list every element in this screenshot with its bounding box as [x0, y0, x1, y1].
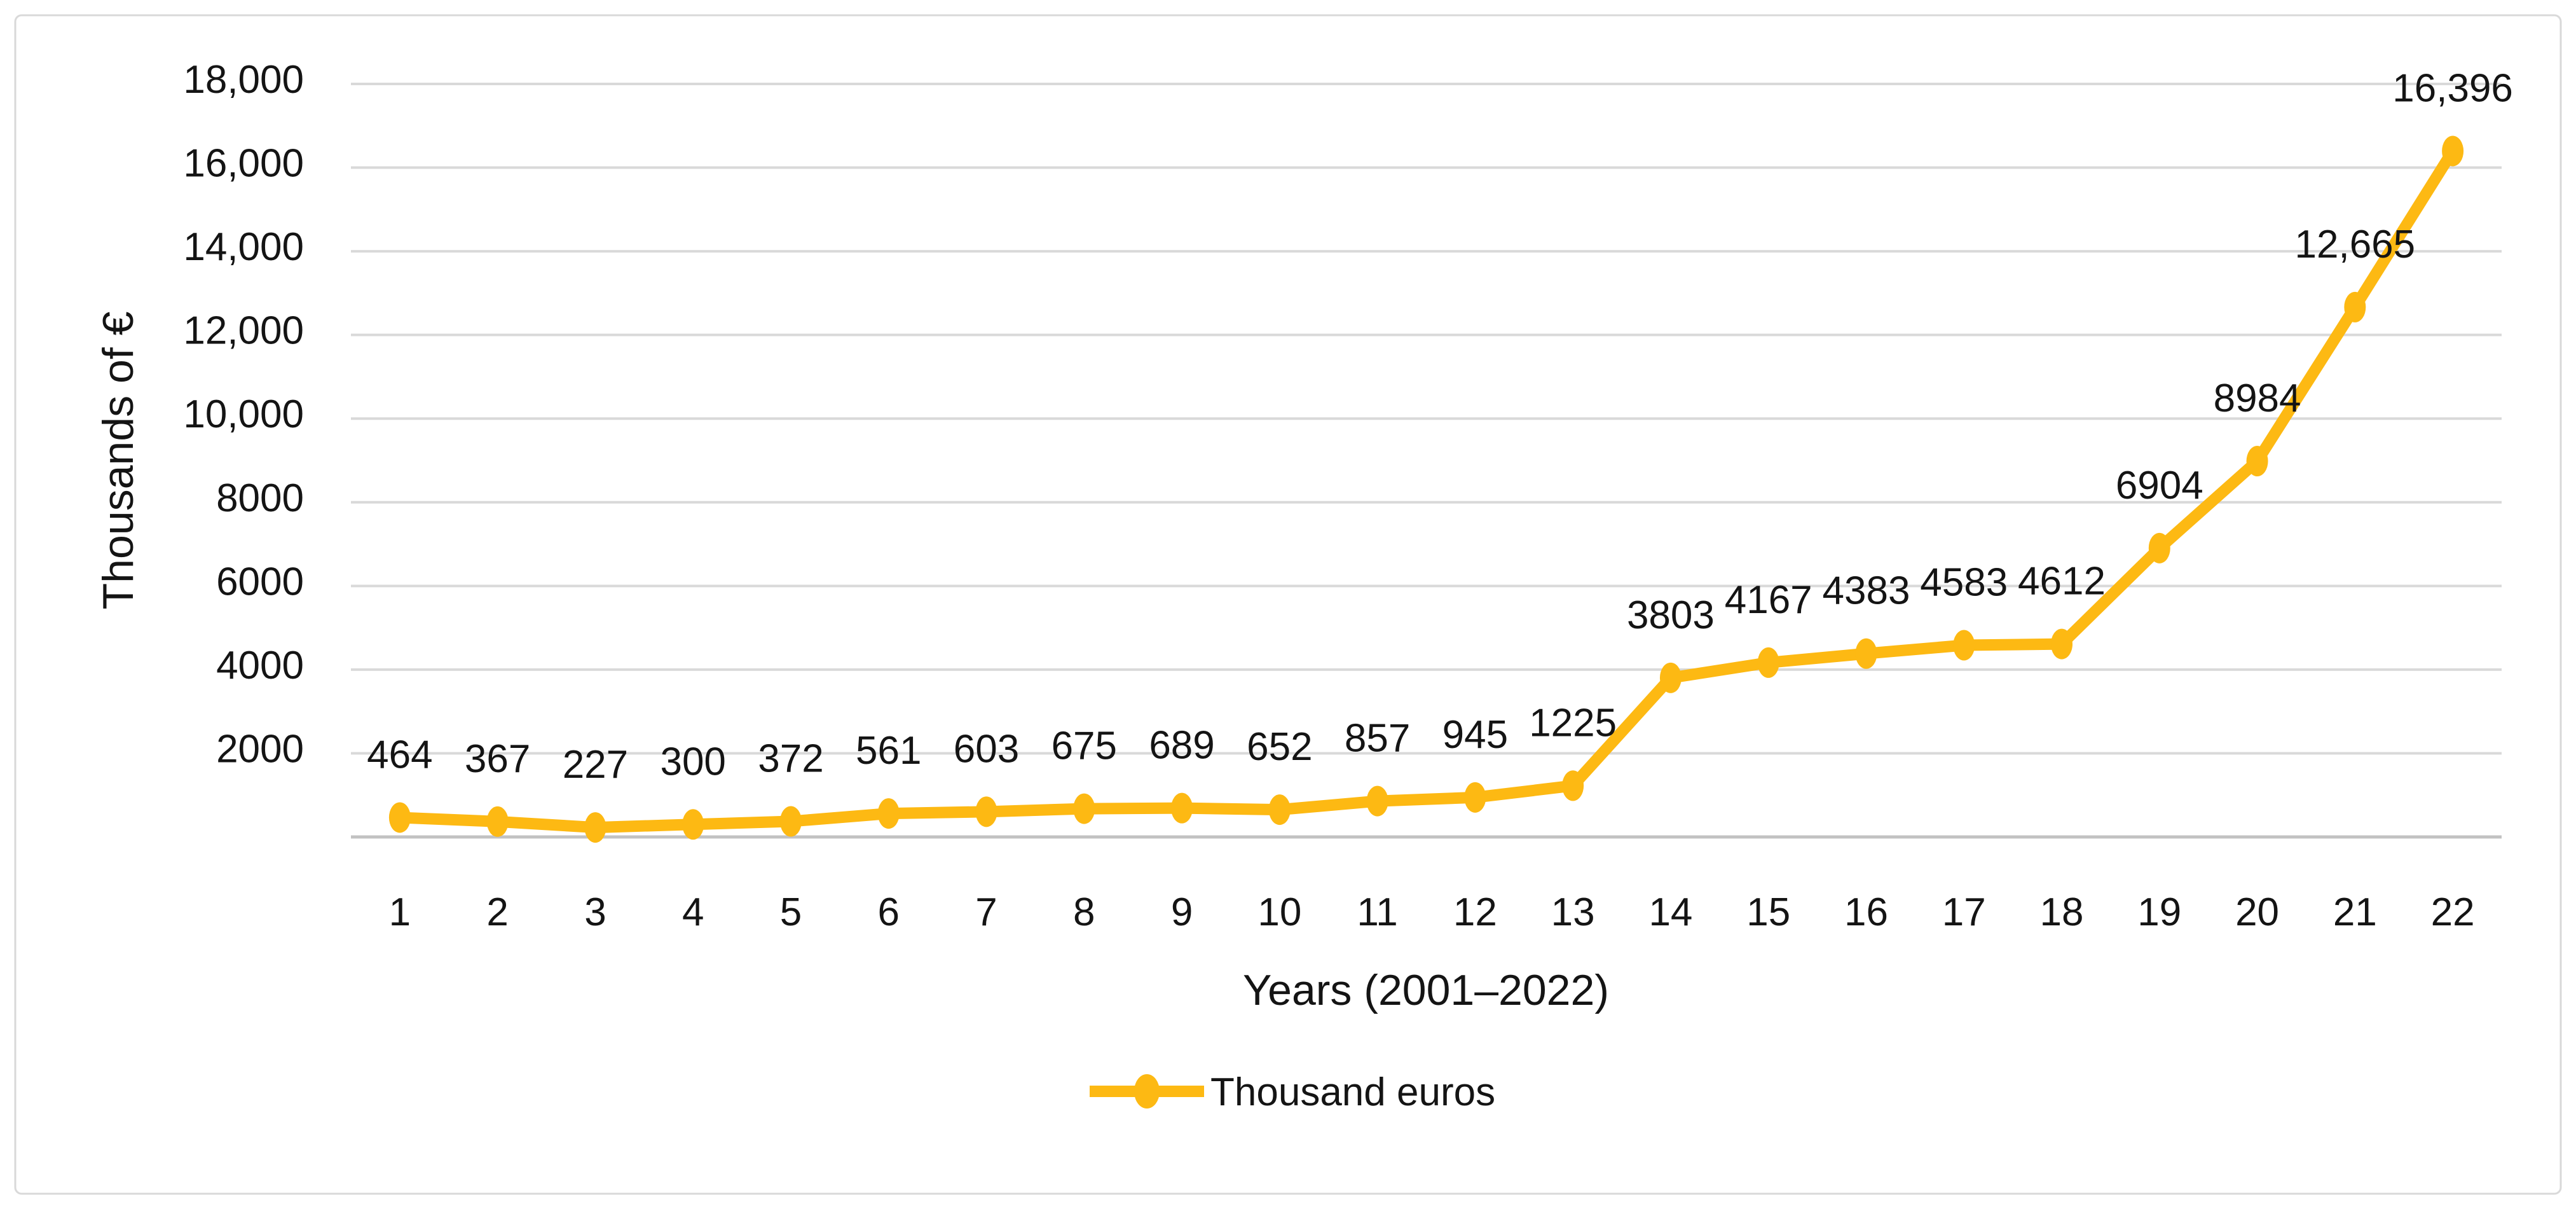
data-point-label: 3803	[1627, 593, 1715, 637]
data-point-marker	[1366, 785, 1388, 817]
y-tick-label: 4000	[216, 644, 304, 687]
y-tick-label: 8000	[216, 476, 304, 520]
data-point-marker	[1171, 792, 1193, 824]
data-point-label: 4383	[1823, 569, 1910, 613]
data-point-label: 6904	[2116, 464, 2203, 508]
series-line	[394, 145, 2459, 834]
legend-label: Thousand euros	[1210, 1070, 1495, 1114]
x-tick-label: 18	[2040, 890, 2084, 934]
data-point-label: 857	[1345, 717, 1410, 761]
x-axis-tick-labels: 1 2 3 4 5 6 7 8 9 10 11 12 13 14 15 16 17 18 19 20 21 22	[389, 890, 2475, 934]
data-point-label: 4583	[1920, 561, 2008, 605]
data-point-marker	[1562, 770, 1584, 801]
data-point-label: 372	[758, 737, 823, 781]
data-point-marker	[2246, 446, 2268, 477]
data-point-marker	[779, 806, 802, 837]
x-tick-label: 3	[584, 890, 606, 934]
y-tick-label: 14,000	[183, 225, 304, 269]
data-point-label: 227	[563, 743, 628, 787]
data-point-label: 945	[1442, 713, 1508, 757]
data-point-marker	[877, 798, 900, 829]
data-point-marker	[584, 812, 606, 843]
data-point-label: 652	[1247, 725, 1312, 769]
x-tick-label: 5	[780, 890, 802, 934]
data-point-marker	[2148, 532, 2170, 563]
gridlines	[351, 83, 2502, 755]
data-point-label: 689	[1149, 724, 1214, 768]
x-tick-label: 14	[1648, 890, 1692, 934]
data-point-label: 8984	[2214, 377, 2301, 420]
y-tick-label: 6000	[216, 560, 304, 604]
x-tick-label: 16	[1844, 890, 1888, 934]
x-tick-label: 19	[2137, 890, 2181, 934]
data-point-label: 300	[660, 740, 725, 784]
data-point-label: 1225	[1529, 701, 1617, 745]
data-point-label: 12,665	[2295, 223, 2416, 266]
data-point-label: 367	[465, 737, 530, 781]
data-point-marker	[1757, 647, 1779, 678]
data-labels: 464 367 227 300 372 561 603 675 689 652 857 945 1225…	[367, 67, 2513, 787]
data-point-marker	[2051, 628, 2073, 660]
x-tick-label: 4	[682, 890, 704, 934]
data-point-marker	[682, 809, 704, 840]
data-point-marker	[1659, 662, 1682, 693]
x-tick-label: 20	[2235, 890, 2279, 934]
x-tick-label: 8	[1073, 890, 1095, 934]
data-point-marker	[1953, 630, 1975, 661]
legend-marker-icon	[1134, 1074, 1160, 1109]
y-tick-label: 12,000	[183, 309, 304, 353]
data-point-marker	[388, 802, 411, 833]
x-tick-label: 15	[1746, 890, 1790, 934]
data-point-label: 16,396	[2392, 67, 2513, 111]
data-point-label: 603	[954, 727, 1019, 771]
y-tick-label: 10,000	[183, 392, 304, 436]
data-point-label: 561	[856, 729, 921, 773]
card-border	[14, 14, 2562, 1195]
x-tick-label: 6	[878, 890, 900, 934]
x-tick-label: 12	[1453, 890, 1497, 934]
data-point-marker	[975, 796, 997, 827]
data-point-label: 4167	[1725, 578, 1812, 622]
data-point-marker	[1464, 782, 1486, 813]
y-axis-tick-labels: 2000 4000 6000 8000 10,000 12,000 14,000 16,000…	[183, 58, 304, 771]
y-tick-label: 16,000	[183, 142, 304, 186]
data-point-marker	[2442, 135, 2464, 167]
y-tick-label: 18,000	[183, 58, 304, 102]
data-point-marker	[1073, 793, 1095, 824]
data-point-label: 675	[1052, 724, 1117, 768]
y-tick-label: 2000	[216, 727, 304, 771]
x-tick-label: 1	[389, 890, 411, 934]
data-series	[388, 135, 2464, 843]
x-tick-label: 13	[1551, 890, 1595, 934]
y-axis-title: Thousands of €	[94, 312, 142, 610]
data-point-marker	[2344, 291, 2366, 322]
x-tick-label: 22	[2431, 890, 2475, 934]
data-point-marker	[1855, 638, 1877, 669]
x-tick-label: 10	[1257, 890, 1301, 934]
legend: Thousand euros	[1090, 1070, 1495, 1114]
data-point-label: 464	[367, 733, 432, 777]
x-axis-title: Years (2001–2022)	[1243, 966, 1609, 1014]
x-tick-label: 11	[1357, 890, 1397, 934]
data-point-marker	[486, 806, 509, 837]
x-tick-label: 2	[486, 890, 508, 934]
x-tick-label: 17	[1942, 890, 1986, 934]
x-tick-label: 9	[1171, 890, 1193, 934]
x-tick-label: 21	[2333, 890, 2377, 934]
data-point-label: 4612	[2018, 560, 2106, 604]
x-tick-label: 7	[975, 890, 997, 934]
data-point-marker	[1268, 794, 1291, 826]
